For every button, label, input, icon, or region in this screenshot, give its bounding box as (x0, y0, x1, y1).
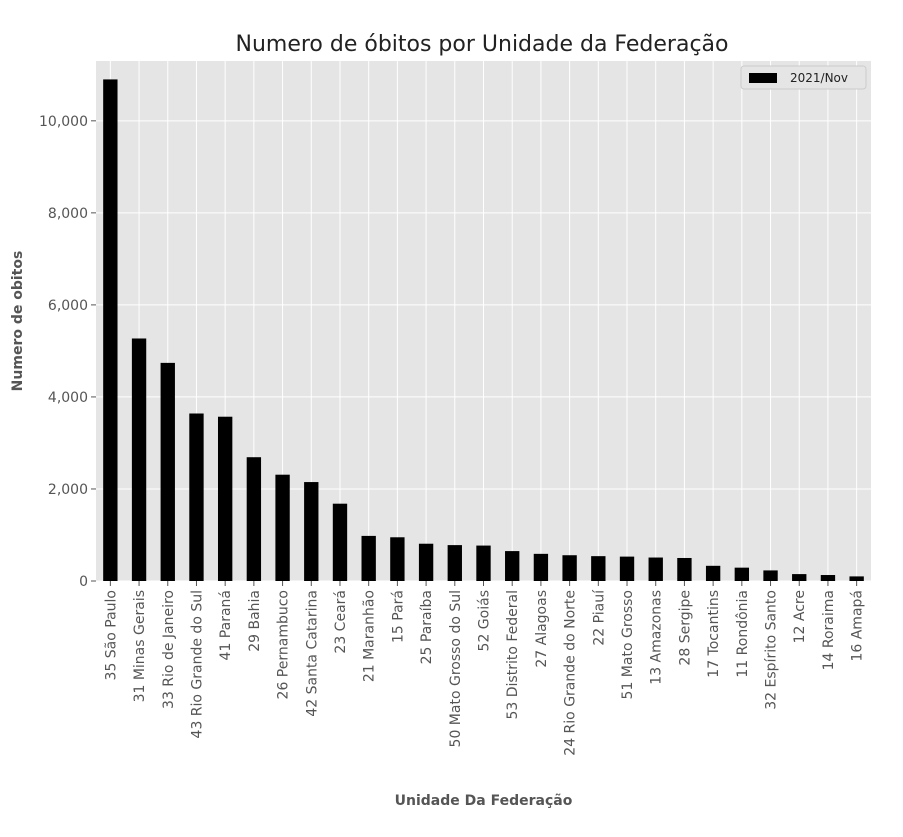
x-tick-label: 26 Pernambuco (276, 590, 292, 699)
x-tick-label: 11 Rondônia (735, 590, 751, 678)
x-tick-label: 33 Rio de Janeiro (161, 590, 177, 709)
x-tick-label: 51 Mato Grosso (620, 590, 636, 699)
bar (418, 543, 434, 581)
y-axis-label: Numero de obitos (10, 251, 26, 392)
bar (505, 551, 520, 581)
x-tick-label: 12 Acre (792, 590, 808, 643)
bar (361, 535, 376, 581)
legend-box (740, 65, 867, 90)
x-tick-label: 24 Rio Grande do Norte (563, 590, 579, 756)
bar (217, 416, 233, 581)
x-tick-label: 52 Goiás (477, 590, 493, 651)
bar (160, 362, 175, 581)
bar (390, 537, 405, 581)
x-tick-label: 25 Paraíba (419, 590, 435, 664)
x-tick-label: 21 Maranhão (362, 590, 378, 682)
x-tick-label: 28 Sergipe (677, 590, 693, 666)
bar (849, 576, 864, 581)
bar (447, 545, 462, 581)
x-axis-label: Unidade Da Federação (395, 793, 573, 809)
bar (103, 79, 118, 582)
bar (648, 557, 663, 581)
bar (189, 413, 204, 581)
x-tick-label: 31 Minas Gerais (132, 590, 148, 702)
x-tick-label: 15 Pará (390, 590, 406, 643)
bar (792, 574, 807, 581)
legend: 2021/Nov (740, 65, 867, 90)
y-tick-label: 4,000 (48, 390, 88, 406)
bar (476, 545, 491, 581)
bar (246, 457, 262, 581)
y-tick-label: 6,000 (48, 298, 88, 314)
x-tick-label: 27 Alagoas (534, 590, 550, 668)
bar (275, 474, 290, 581)
bar (820, 575, 836, 581)
bar (131, 338, 147, 581)
x-tick-label: 14 Roraima (821, 590, 837, 670)
x-tick-label: 41 Paraná (218, 590, 234, 660)
legend-label: 2021/Nov (790, 71, 848, 85)
y-tick-label: 8,000 (48, 206, 88, 222)
x-tick-label: 29 Bahia (247, 590, 263, 652)
x-tick-label: 43 Rio Grande do Sul (189, 590, 205, 738)
bar (304, 482, 319, 581)
bar (562, 555, 577, 581)
x-axis: 35 São Paulo 31 Minas Gerais 33 Rio de Jan… (103, 581, 866, 756)
bar (705, 565, 721, 581)
bars (103, 79, 864, 582)
y-axis: 0 2,000 4,000 6,000 8,000 10,000 (39, 114, 96, 590)
x-tick-label: 42 Santa Catarina (304, 590, 320, 717)
y-tick-label: 10,000 (39, 114, 88, 130)
chart-title: Numero de óbitos por Unidade da Federaçã… (235, 32, 728, 57)
legend-swatch (749, 73, 777, 83)
x-tick-label: 17 Tocantins (706, 590, 722, 678)
bar (677, 557, 692, 581)
x-tick-label: 35 São Paulo (103, 590, 119, 680)
x-tick-label: 23 Ceará (333, 590, 349, 654)
x-tick-label: 22 Piauí (591, 589, 607, 646)
bar (332, 503, 348, 581)
bar (619, 556, 635, 581)
x-tick-label: 32 Espírito Santo (764, 590, 780, 710)
bar (734, 567, 750, 581)
bar (763, 570, 778, 581)
x-tick-label: 13 Amazonas (649, 590, 665, 685)
bar (591, 556, 606, 581)
x-tick-label: 53 Distrito Federal (505, 590, 521, 720)
x-tick-label: 16 Amapá (850, 590, 866, 662)
y-tick-label: 2,000 (48, 482, 88, 498)
y-tick-label: 0 (79, 574, 88, 590)
x-tick-label: 50 Mato Grosso do Sul (448, 590, 464, 747)
bar (533, 553, 549, 581)
